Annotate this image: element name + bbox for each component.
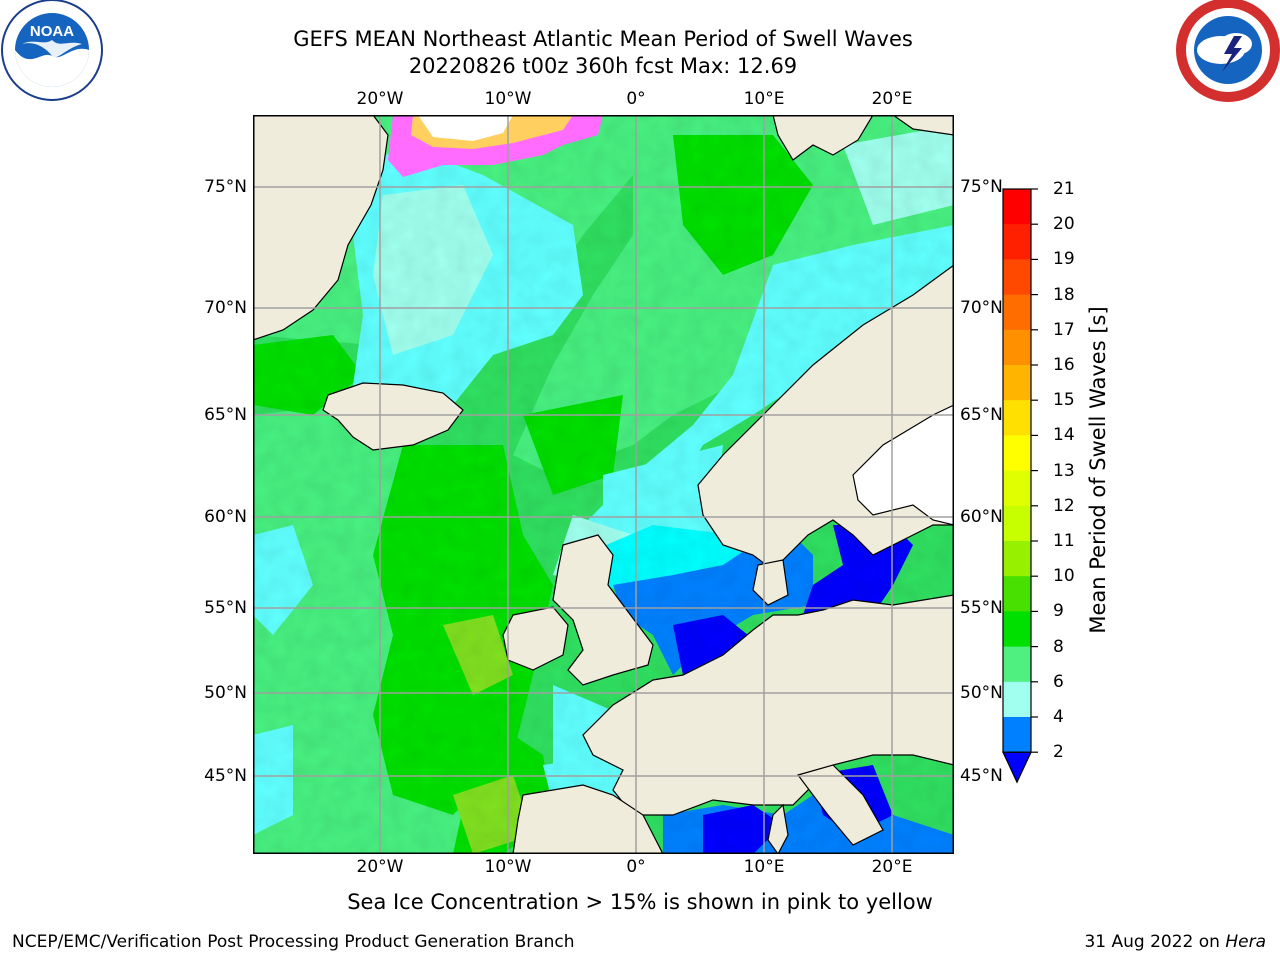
- colorbar-tick-label: 20: [1053, 214, 1075, 235]
- lon-label-top: 10°E: [743, 89, 785, 109]
- lat-label-left: 45°N: [204, 766, 247, 786]
- lat-label-left: 55°N: [204, 598, 247, 618]
- colorbar-tick-label: 21: [1053, 179, 1075, 199]
- colorbar-segment: [1003, 329, 1031, 366]
- colorbar-tick-label: 2: [1053, 742, 1064, 763]
- colorbar-segment: [1003, 470, 1031, 507]
- credit-text: NCEP/EMC/Verification Post Processing Pr…: [12, 932, 575, 952]
- lat-label-left: 75°N: [204, 177, 247, 197]
- colorbar-tick-label: 15: [1053, 390, 1075, 411]
- lat-label-left: 65°N: [204, 405, 247, 425]
- colorbar-segment: [1003, 541, 1031, 577]
- date-stamp: 31 Aug 2022 on Hera: [1084, 932, 1266, 952]
- colorbar-label: Mean Period of Swell Waves [s]: [1086, 306, 1110, 634]
- lon-label-top: 10°W: [484, 89, 532, 109]
- colorbar-segment: [1003, 224, 1031, 260]
- machine-name: Hera: [1225, 932, 1266, 952]
- colorbar-segment: [1003, 646, 1031, 683]
- lat-label-right: 65°N: [960, 405, 1003, 425]
- colorbar-segment: [1003, 259, 1031, 296]
- lon-label-bottom: 10°E: [743, 857, 785, 877]
- lon-label-top: 20°W: [356, 89, 404, 109]
- colorbar-tick-label: 13: [1053, 460, 1075, 481]
- colorbar-segment: [1003, 611, 1031, 648]
- colorbar-tick-label: 17: [1053, 319, 1075, 340]
- colorbar-tick-label: 8: [1053, 636, 1064, 657]
- lat-label-right: 50°N: [960, 683, 1003, 703]
- colorbar-tick-label: 18: [1053, 284, 1075, 305]
- chart-title: GEFS MEAN Northeast Atlantic Mean Period…: [293, 27, 913, 51]
- land: [253, 115, 954, 854]
- colorbar-segment: [1003, 681, 1031, 718]
- lat-label-right: 70°N: [960, 298, 1003, 318]
- colorbar-segment: [1003, 365, 1031, 401]
- colorbar-tick-label: 16: [1053, 355, 1075, 375]
- lon-label-top: 0°: [626, 89, 646, 109]
- graticule: [253, 115, 954, 854]
- colorbar-tick-label: 19: [1053, 249, 1075, 270]
- colorbar-tick-label: 11: [1053, 531, 1075, 551]
- colorbar: [1002, 188, 1038, 784]
- svg-text:NOAA: NOAA: [30, 23, 74, 40]
- lon-label-bottom: 10°W: [484, 857, 532, 877]
- lon-label-bottom: 0°: [626, 857, 646, 877]
- nws-logo: [1176, 0, 1280, 102]
- lat-label-left: 70°N: [204, 298, 247, 318]
- lat-label-right: 55°N: [960, 598, 1003, 618]
- colorbar-tick-label: 6: [1053, 671, 1064, 692]
- lat-label-left: 60°N: [204, 507, 247, 527]
- sea-ice: [388, 115, 603, 177]
- colorbar-tick-label: 10: [1053, 566, 1075, 587]
- colorbar-extend-arrow: [1002, 751, 1032, 784]
- colorbar-segment: [1003, 435, 1031, 472]
- lat-label-right: 60°N: [960, 507, 1003, 527]
- map-panel: [253, 115, 954, 854]
- colorbar-tick-label: 9: [1053, 601, 1064, 622]
- colorbar-segment: [1003, 717, 1031, 753]
- colorbar-tick-label: 12: [1053, 495, 1075, 516]
- lat-label-right: 75°N: [960, 177, 1003, 197]
- noaa-logo: NOAA: [1, 0, 103, 101]
- lat-label-right: 45°N: [960, 766, 1003, 786]
- colorbar-segment: [1003, 189, 1031, 225]
- lon-label-bottom: 20°E: [871, 857, 913, 877]
- colorbar-segment: [1003, 505, 1031, 542]
- map-frame: [253, 115, 954, 854]
- chart-subtitle: 20220826 t00z 360h fcst Max: 12.69: [408, 54, 798, 78]
- date-text: 31 Aug 2022 on: [1084, 932, 1220, 952]
- colorbar-segment: [1003, 294, 1031, 331]
- colorbar-tick-label: 4: [1053, 707, 1064, 727]
- colorbar-tick-label: 14: [1053, 425, 1075, 446]
- lon-label-bottom: 20°W: [356, 857, 404, 877]
- colorbar-segment: [1003, 400, 1031, 436]
- sea-ice-note: Sea Ice Concentration > 15% is shown in …: [347, 890, 933, 914]
- lat-label-left: 50°N: [204, 683, 247, 703]
- colorbar-segment: [1003, 576, 1031, 612]
- lon-label-top: 20°E: [871, 89, 913, 109]
